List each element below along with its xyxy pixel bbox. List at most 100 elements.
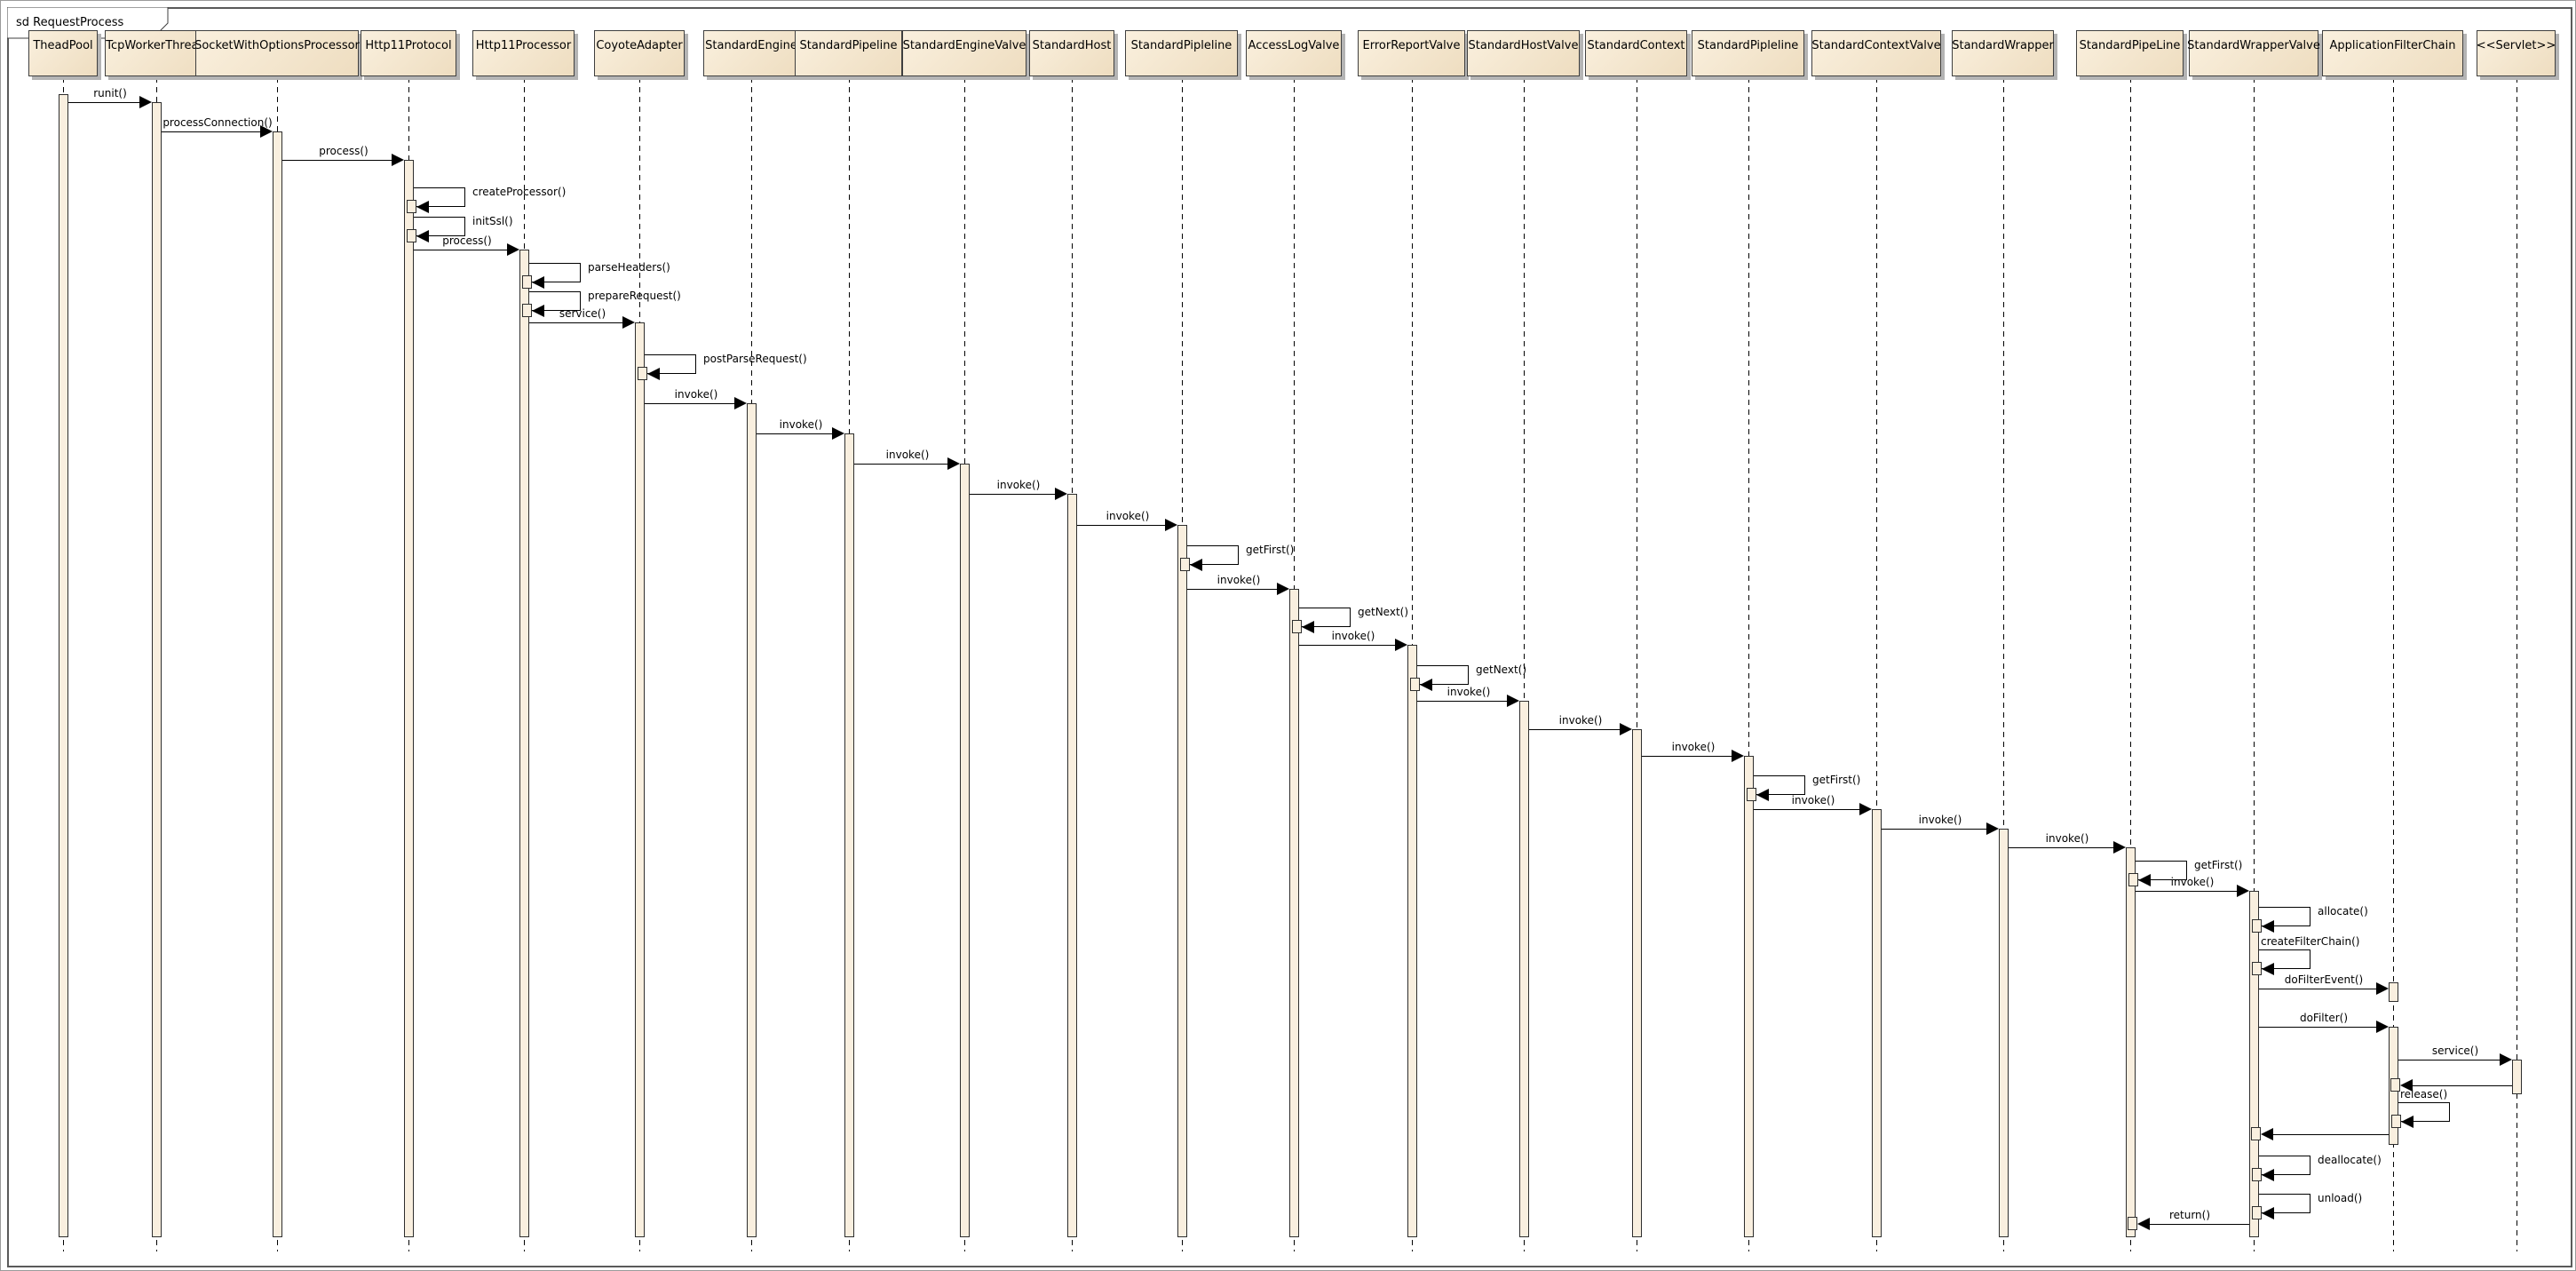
message-label[interactable]: invoke() xyxy=(885,449,930,461)
message-label[interactable]: invoke() xyxy=(1106,510,1150,522)
message-arrowhead-icon xyxy=(1620,723,1632,735)
lifeline-header[interactable]: StandardContextValve xyxy=(1811,30,1941,76)
lifeline-header[interactable]: TheadPool xyxy=(28,30,98,76)
message-label[interactable]: invoke() xyxy=(1918,814,1962,826)
message-label[interactable]: invoke() xyxy=(1217,574,1261,586)
lifeline-header[interactable]: ErrorReportValve xyxy=(1358,30,1465,76)
lifeline-header[interactable]: AccessLogValve xyxy=(1246,30,1342,76)
message-label[interactable]: invoke() xyxy=(1791,794,1835,806)
message-label[interactable]: postParseRequest() xyxy=(703,353,807,365)
lifeline-header[interactable]: StandardPipleline xyxy=(1692,30,1804,76)
message-label[interactable]: doFilter() xyxy=(2299,1012,2349,1024)
lifeline-header[interactable]: Http11Protocol xyxy=(361,30,456,76)
message-label[interactable]: allocate() xyxy=(2318,905,2368,918)
self-message-loop xyxy=(1299,608,1351,627)
message-label[interactable]: getFirst() xyxy=(1246,544,1295,556)
lifeline-header[interactable]: StandardEngine xyxy=(703,30,799,76)
message-label[interactable]: release() xyxy=(2400,1088,2448,1100)
lifeline-label: StandardPipleline xyxy=(1130,39,1233,52)
lifeline-header[interactable]: StandardContext xyxy=(1585,30,1687,76)
self-message-loop xyxy=(529,291,581,311)
lifeline-header[interactable]: StandardPipeLine xyxy=(2076,30,2184,76)
message-label[interactable]: process() xyxy=(319,145,369,157)
nested-activation-square xyxy=(2128,1217,2137,1230)
lifeline-label: StandardEngine xyxy=(705,39,797,52)
message-label[interactable]: processConnection() xyxy=(162,116,273,129)
message-label[interactable]: invoke() xyxy=(1447,686,1491,698)
message-label[interactable]: getFirst() xyxy=(1812,774,1861,786)
message-arrowhead-icon xyxy=(2400,1079,2413,1092)
self-message-loop xyxy=(2259,1194,2310,1213)
lifeline-label: StandardContext xyxy=(1587,39,1685,52)
lifeline-header[interactable]: StandardHost xyxy=(1029,30,1114,76)
self-message-loop xyxy=(1417,665,1469,685)
message-label[interactable]: initSsl() xyxy=(472,215,513,227)
lifeline-header[interactable]: StandardWrapperValve xyxy=(2187,30,2320,76)
nested-activation-square xyxy=(407,200,416,213)
self-message-loop xyxy=(529,263,581,282)
message-line xyxy=(1642,756,1733,757)
activation-bar xyxy=(747,403,757,1237)
message-label[interactable]: invoke() xyxy=(1558,714,1603,727)
message-label[interactable]: process() xyxy=(442,234,492,247)
message-label[interactable]: getNext() xyxy=(1476,663,1527,676)
activation-bar xyxy=(1067,494,1077,1237)
lifeline-header[interactable]: Http11Processor xyxy=(472,30,575,76)
message-label[interactable]: unload() xyxy=(2318,1192,2363,1204)
lifeline-header[interactable]: ApplicationFilterChain xyxy=(2322,30,2463,76)
message-label[interactable]: createFilterChain() xyxy=(2261,935,2360,948)
message-arrowhead-icon xyxy=(1732,750,1744,762)
lifeline-header[interactable]: StandardHostValve xyxy=(1467,30,1580,76)
lifeline-header[interactable]: CoyoteAdapter xyxy=(594,30,685,76)
nested-activation-square xyxy=(522,304,532,317)
lifeline-line xyxy=(2254,77,2255,1251)
message-label[interactable]: parseHeaders() xyxy=(588,261,670,274)
message-label[interactable]: invoke() xyxy=(1671,741,1716,753)
self-message-loop xyxy=(414,187,465,207)
message-arrowhead-icon xyxy=(2376,982,2389,995)
message-label[interactable]: runit() xyxy=(93,87,127,99)
message-line xyxy=(162,131,262,132)
lifeline-header[interactable]: StandardPipleline xyxy=(1125,30,1238,76)
message-label[interactable]: doFilterEvent() xyxy=(2284,973,2364,986)
message-arrowhead-icon xyxy=(832,427,844,440)
message-label[interactable]: getNext() xyxy=(1358,606,1409,618)
activation-bar xyxy=(960,464,970,1237)
message-label[interactable]: deallocate() xyxy=(2318,1154,2382,1166)
message-arrowhead-icon xyxy=(416,201,429,213)
message-label[interactable]: invoke() xyxy=(1331,630,1375,642)
activation-bar xyxy=(404,160,414,1237)
message-label[interactable]: return() xyxy=(2168,1209,2211,1221)
activation-bar xyxy=(273,131,282,1237)
message-arrowhead-icon xyxy=(734,397,747,409)
message-line xyxy=(282,160,393,161)
message-arrowhead-icon xyxy=(2261,1128,2273,1140)
lifeline-header[interactable]: <<Servlet>> xyxy=(2477,30,2556,76)
activation-bar xyxy=(2249,891,2259,1237)
message-label[interactable]: createProcessor() xyxy=(472,186,567,198)
message-arrowhead-icon xyxy=(2237,885,2249,897)
message-arrowhead-icon xyxy=(416,230,429,242)
message-label[interactable]: invoke() xyxy=(674,388,718,401)
message-label[interactable]: invoke() xyxy=(779,418,823,431)
lifeline-label: TcpWorkerThread xyxy=(106,39,206,52)
message-label[interactable]: service() xyxy=(2431,1045,2479,1057)
lifeline-header[interactable]: SocketWithOptionsProcessor xyxy=(194,30,360,76)
activation-bar xyxy=(2389,982,2398,1002)
message-arrowhead-icon xyxy=(1302,621,1314,633)
lifeline-label: AccessLogValve xyxy=(1248,39,1340,52)
lifeline-header[interactable]: TcpWorkerThread xyxy=(105,30,207,76)
message-label[interactable]: invoke() xyxy=(2045,832,2089,845)
nested-activation-square xyxy=(1747,788,1756,801)
message-label[interactable]: invoke() xyxy=(996,479,1041,491)
message-label[interactable]: prepareRequest() xyxy=(588,290,681,302)
lifeline-header[interactable]: StandardPipeline xyxy=(795,30,902,76)
message-label[interactable]: service() xyxy=(559,307,606,320)
self-message-loop xyxy=(645,354,696,374)
lifeline-header[interactable]: StandardWrapper xyxy=(1952,30,2054,76)
message-label[interactable]: invoke() xyxy=(2170,876,2215,888)
lifeline-header[interactable]: StandardEngineValve xyxy=(902,30,1026,76)
message-label[interactable]: getFirst() xyxy=(2194,859,2243,871)
lifeline-label: StandardWrapper xyxy=(1952,39,2054,52)
message-line xyxy=(68,102,141,103)
